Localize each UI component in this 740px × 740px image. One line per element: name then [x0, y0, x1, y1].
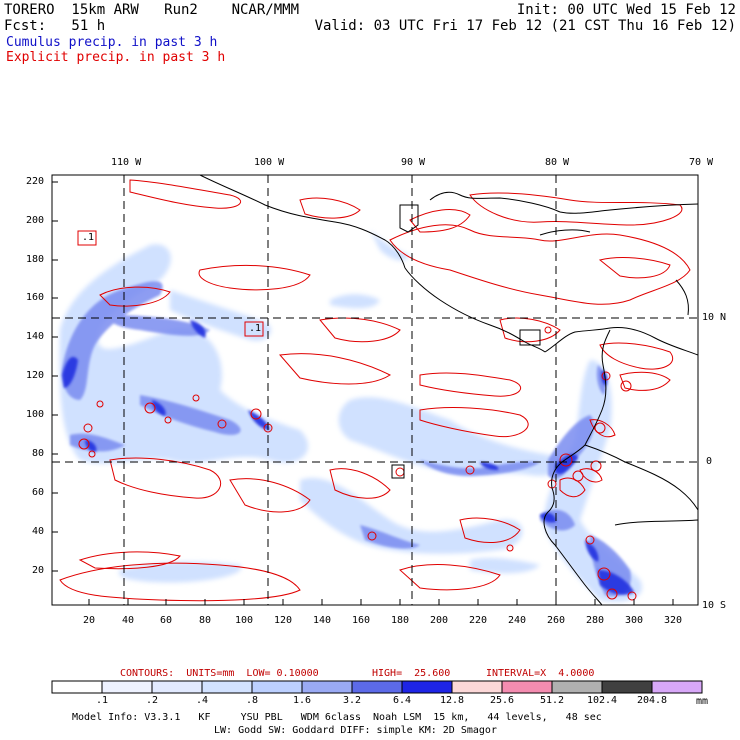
- colorbar-label: 6.4: [392, 695, 412, 706]
- colorbar-swatch: [451, 680, 503, 694]
- contour-interval: INTERVAL=X 4.0000: [486, 668, 595, 679]
- colorbar-swatch: [301, 680, 353, 694]
- lat-label-10n: 10 N: [702, 312, 727, 323]
- colorbar-label: 51.2: [539, 695, 565, 706]
- lon-label-110w: 110 W: [111, 157, 142, 168]
- colorbar-swatch: [601, 680, 653, 694]
- colorbar-label: 12.8: [439, 695, 465, 706]
- x-tick-label: 20: [83, 615, 96, 626]
- y-tick-label: 120: [26, 370, 45, 381]
- colorbar-label: 3.2: [342, 695, 362, 706]
- x-tick-label: 220: [469, 615, 488, 626]
- colorbar-label: .4: [195, 695, 209, 706]
- contour-units: CONTOURS: UNITS=mm LOW= 0.10000: [120, 668, 319, 679]
- box-label-1-frame: [77, 230, 97, 246]
- x-tick-label: 80: [199, 615, 212, 626]
- y-axis-ticks: [52, 181, 58, 572]
- colorbar-label: 204.8: [636, 695, 668, 706]
- y-tick-label: 220: [26, 176, 45, 187]
- y-tick-label: 100: [26, 409, 45, 420]
- colorbar-swatch: [351, 680, 403, 694]
- explicit-precip-cells: [78, 326, 637, 601]
- colorbar-swatch: [651, 680, 703, 694]
- footer-model-info: Model Info: V3.3.1 KF YSU PBL WDM 6class…: [72, 712, 602, 723]
- lon-label-90w: 90 W: [401, 157, 426, 168]
- legend-cumulus-label: Cumulus precip. in past 3 h: [6, 35, 218, 50]
- x-axis-ticks: [88, 599, 674, 605]
- x-tick-label: 240: [508, 615, 527, 626]
- colorbar-swatch: [401, 680, 453, 694]
- footer-physics-info: LW: Godd SW: Goddard DIFF: simple KM: 2D…: [214, 725, 497, 736]
- box-label-2: .1: [249, 323, 262, 334]
- x-tick-label: 160: [352, 615, 371, 626]
- y-tick-label: 80: [32, 448, 45, 459]
- colorbar-label: .1: [95, 695, 109, 706]
- y-tick-label: 140: [26, 331, 45, 342]
- colorbar-label: .2: [145, 695, 159, 706]
- coastlines: [199, 175, 698, 605]
- legend-explicit-label: Explicit precip. in past 3 h: [6, 50, 226, 65]
- lon-label-70w: 70 W: [689, 157, 714, 168]
- x-tick-label: 280: [586, 615, 605, 626]
- colorbar-label: 102.4: [586, 695, 618, 706]
- x-tick-label: 180: [391, 615, 410, 626]
- colorbar-swatch: [201, 680, 253, 694]
- colorbar: [51, 680, 703, 694]
- cumulus-precip-mid: [62, 281, 631, 597]
- explicit-precip-contours: [59, 179, 691, 602]
- colorbar-label: 1.6: [292, 695, 312, 706]
- y-tick-label: 60: [32, 487, 45, 498]
- box-label-2-frame: [244, 321, 264, 337]
- lat-label-10s: 10 S: [702, 600, 727, 611]
- colorbar-swatch: [251, 680, 303, 694]
- colorbar-swatch: [551, 680, 603, 694]
- x-tick-label: 200: [430, 615, 449, 626]
- contour-high: HIGH= 25.600: [372, 668, 451, 679]
- y-tick-label: 160: [26, 292, 45, 303]
- lat-lon-grid: [52, 175, 698, 605]
- cumulus-precip-dark: [62, 320, 634, 595]
- header-model-title: TORERO 15km ARW Run2 NCAR/MMM: [4, 2, 300, 18]
- x-tick-label: 300: [625, 615, 644, 626]
- x-tick-label: 140: [313, 615, 332, 626]
- colorbar-swatch: [501, 680, 553, 694]
- colorbar-swatch: [151, 680, 203, 694]
- y-tick-label: 40: [32, 526, 45, 537]
- header-forecast-hour: Fcst: 51 h: [4, 18, 106, 34]
- lon-label-80w: 80 W: [545, 157, 570, 168]
- header-valid-time: Valid: 03 UTC Fri 17 Feb 12 (21 CST Thu …: [314, 18, 736, 34]
- colorbar-swatch: [51, 680, 103, 694]
- header-init-time: Init: 00 UTC Wed 15 Feb 12: [516, 2, 736, 18]
- colorbar-label: .8: [245, 695, 259, 706]
- lon-label-100w: 100 W: [254, 157, 285, 168]
- map-frame: [51, 174, 699, 606]
- x-tick-label: 100: [235, 615, 254, 626]
- x-tick-label: 40: [122, 615, 135, 626]
- box-label-1: .1: [82, 232, 95, 243]
- lat-label-0: 0: [706, 456, 713, 467]
- x-tick-label: 260: [547, 615, 566, 626]
- x-tick-label: 120: [274, 615, 293, 626]
- x-tick-label: 60: [160, 615, 173, 626]
- y-tick-label: 180: [26, 254, 45, 265]
- colorbar-label: 25.6: [489, 695, 515, 706]
- colorbar-unit: mm: [696, 696, 709, 707]
- y-tick-label: 20: [32, 565, 45, 576]
- colorbar-swatch: [101, 680, 153, 694]
- x-tick-label: 320: [664, 615, 683, 626]
- y-tick-label: 200: [26, 215, 45, 226]
